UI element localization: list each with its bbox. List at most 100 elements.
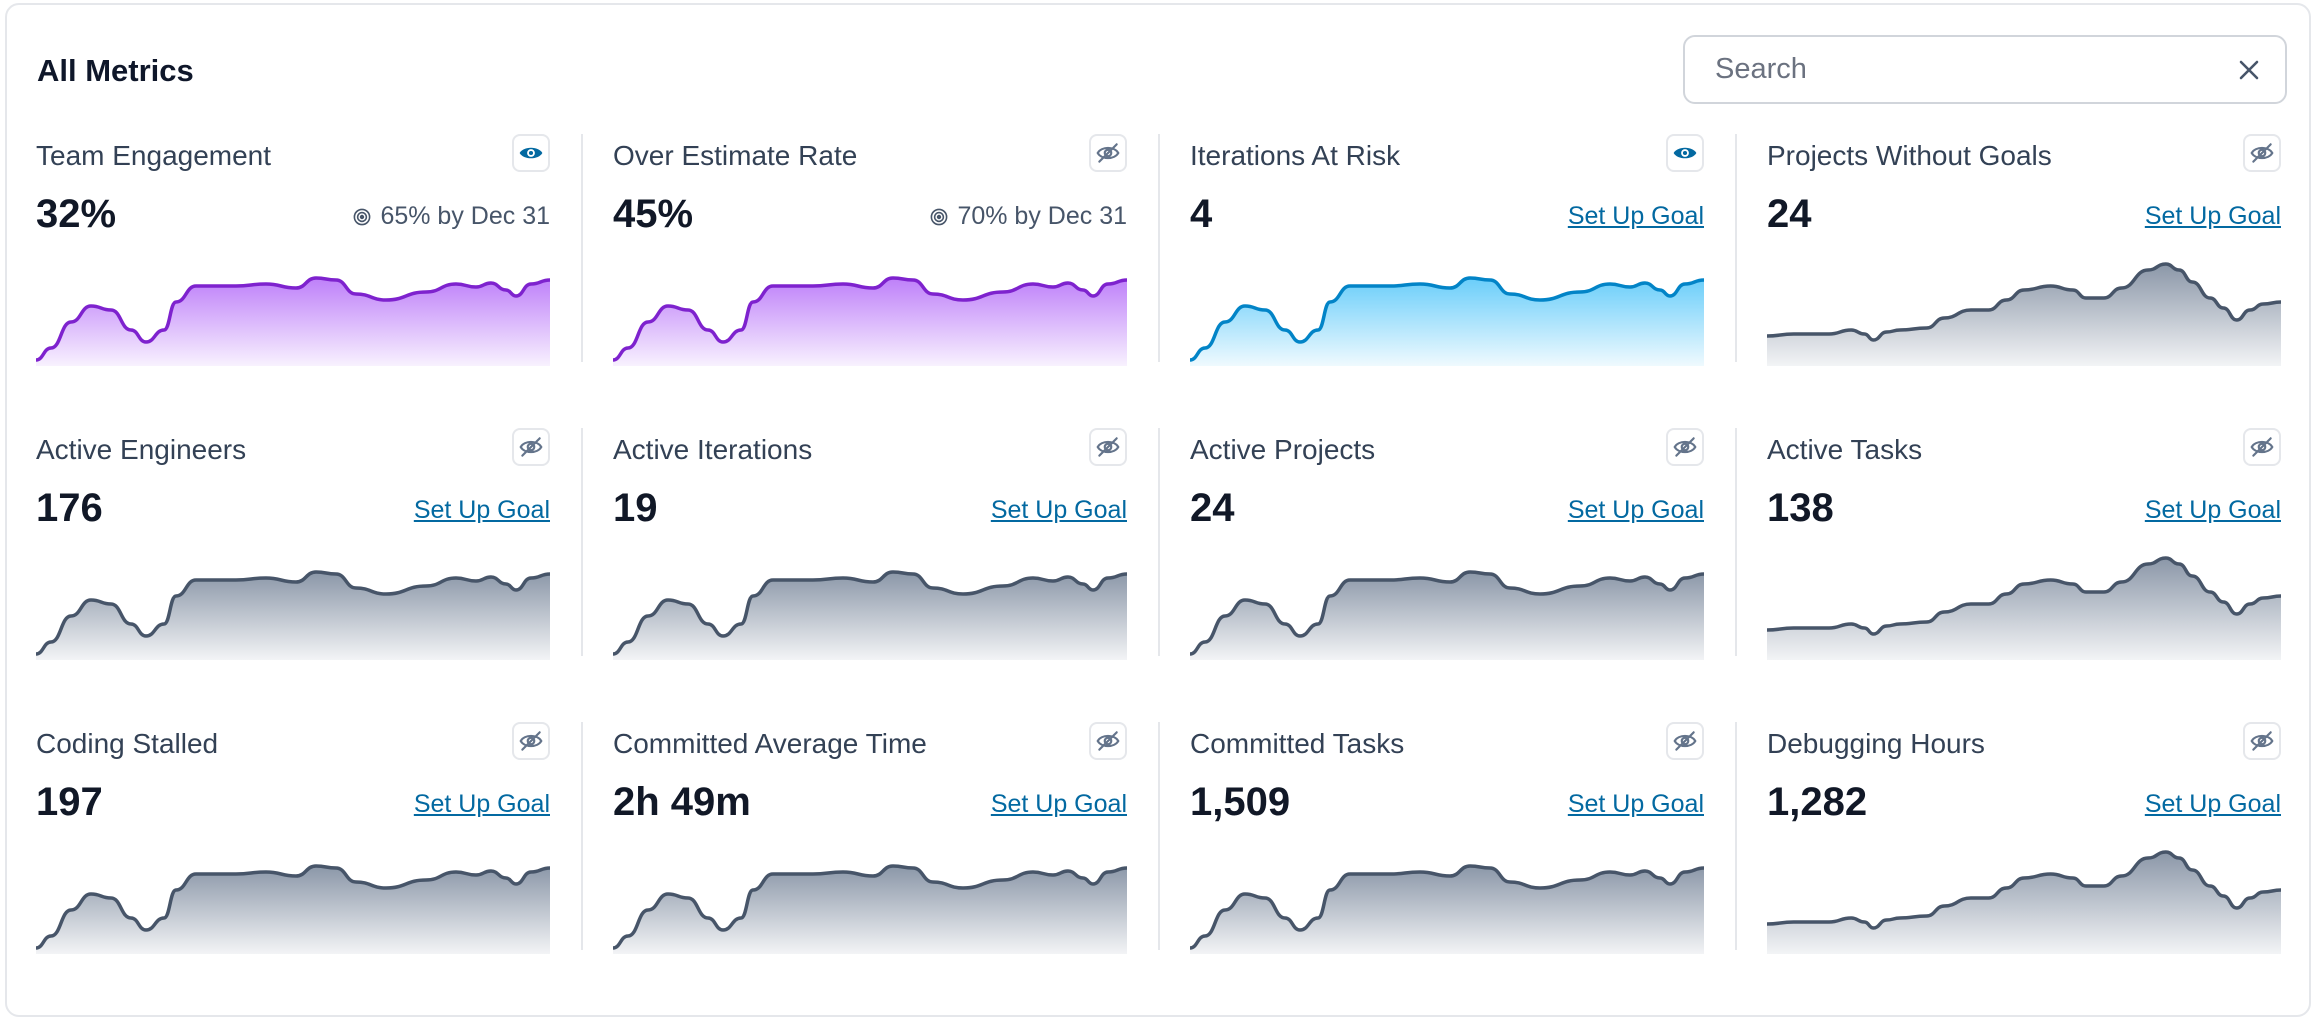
sparkline-line: [612, 276, 1128, 362]
eye-off-icon[interactable]: [1666, 722, 1704, 760]
sparkline-area: [36, 278, 550, 366]
page-title: All Metrics: [37, 53, 194, 88]
sparkline: [612, 864, 1128, 954]
metric-title: Team Engagement: [36, 140, 272, 171]
sparkline: [1189, 570, 1705, 660]
column-divider: [1158, 134, 1160, 362]
set-up-goal-link[interactable]: Set Up Goal: [2144, 496, 2281, 524]
metric-title: Active Engineers: [36, 434, 247, 465]
metric-card[interactable]: Team Engagement 32% 65% by Dec 31: [35, 134, 551, 366]
set-up-goal-link[interactable]: Set Up Goal: [413, 790, 550, 818]
sparkline: [1766, 850, 2282, 954]
eye-off-icon[interactable]: [2243, 428, 2281, 466]
metric-card[interactable]: Active Tasks 138 Set Up Goal: [1766, 428, 2282, 660]
sparkline-area: [1190, 572, 1704, 660]
eye-off-icon[interactable]: [1089, 134, 1127, 172]
sparkline-line: [612, 864, 1128, 950]
sparkline-area: [613, 572, 1127, 660]
metric-value: 2h 49m: [613, 780, 751, 824]
sparkline-area: [36, 866, 550, 954]
set-up-goal-link[interactable]: Set Up Goal: [990, 790, 1127, 818]
metric-card[interactable]: Active Engineers 176 Set Up Goal: [35, 428, 551, 660]
column-divider: [1735, 134, 1737, 362]
sparkline: [1189, 276, 1705, 366]
close-icon[interactable]: [2235, 56, 2263, 84]
metric-value: 24: [1190, 486, 1235, 530]
column-divider: [581, 134, 583, 362]
sparkline: [35, 864, 551, 954]
sparkline-area: [613, 866, 1127, 954]
set-up-goal-link[interactable]: Set Up Goal: [1567, 790, 1704, 818]
search-box[interactable]: [1683, 35, 2287, 104]
eye-off-icon[interactable]: [1089, 722, 1127, 760]
sparkline-line: [1189, 276, 1705, 362]
metric-card[interactable]: Over Estimate Rate 45% 70% by Dec 31: [612, 134, 1128, 366]
sparkline: [35, 570, 551, 660]
metric-value: 197: [36, 780, 103, 824]
column-divider: [581, 722, 583, 950]
set-up-goal-link[interactable]: Set Up Goal: [2144, 202, 2281, 230]
search-input[interactable]: [1715, 53, 2195, 86]
eye-off-icon[interactable]: [2243, 722, 2281, 760]
sparkline-line: [612, 570, 1128, 656]
metric-title: Coding Stalled: [36, 728, 219, 759]
metric-card[interactable]: Committed Average Time 2h 49m Set Up Goal: [612, 722, 1128, 954]
sparkline-area: [1190, 866, 1704, 954]
set-up-goal-link[interactable]: Set Up Goal: [1567, 202, 1704, 230]
metric-card[interactable]: Committed Tasks 1,509 Set Up Goal: [1189, 722, 1705, 954]
metric-value: 32%: [36, 192, 117, 236]
metric-value: 19: [613, 486, 658, 530]
target-icon: [354, 208, 371, 225]
metric-value: 176: [36, 486, 103, 530]
sparkline-area: [1190, 278, 1704, 366]
sparkline: [1189, 864, 1705, 954]
metric-title: Committed Average Time: [613, 728, 927, 759]
eye-off-icon[interactable]: [1666, 428, 1704, 466]
metric-title: Active Tasks: [1767, 434, 1923, 465]
metric-card[interactable]: Iterations At Risk 4 Set Up Goal: [1189, 134, 1705, 366]
metric-value: 45%: [613, 192, 694, 236]
sparkline-area: [1767, 558, 2281, 660]
metric-card[interactable]: Active Iterations 19 Set Up Goal: [612, 428, 1128, 660]
set-up-goal-link[interactable]: Set Up Goal: [1567, 496, 1704, 524]
metric-card[interactable]: Coding Stalled 197 Set Up Goal: [35, 722, 551, 954]
sparkline: [612, 276, 1128, 366]
metric-value: 24: [1767, 192, 1812, 236]
metric-title: Active Iterations: [613, 434, 813, 465]
sparkline: [612, 570, 1128, 660]
goal-text: 70% by Dec 31: [957, 202, 1127, 230]
sparkline-line: [1766, 850, 2282, 930]
metric-card[interactable]: Active Projects 24 Set Up Goal: [1189, 428, 1705, 660]
metric-card[interactable]: Debugging Hours 1,282 Set Up Goal: [1766, 722, 2282, 954]
set-up-goal-link[interactable]: Set Up Goal: [413, 496, 550, 524]
sparkline: [35, 276, 551, 366]
metric-value: 1,509: [1190, 780, 1291, 824]
metric-title: Projects Without Goals: [1767, 140, 2052, 171]
metric-value: 1,282: [1767, 780, 1868, 824]
eye-icon[interactable]: [1666, 134, 1704, 172]
sparkline-area: [36, 572, 550, 660]
column-divider: [1735, 722, 1737, 950]
eye-off-icon[interactable]: [512, 428, 550, 466]
sparkline-line: [1189, 864, 1705, 950]
column-divider: [1735, 428, 1737, 656]
column-divider: [1158, 722, 1160, 950]
sparkline-line: [1766, 262, 2282, 342]
metric-value: 138: [1767, 486, 1834, 530]
column-divider: [581, 428, 583, 656]
metric-card[interactable]: Projects Without Goals 24 Set Up Goal: [1766, 134, 2282, 366]
sparkline-line: [35, 864, 551, 950]
sparkline: [1766, 262, 2282, 366]
metric-title: Debugging Hours: [1767, 728, 1985, 759]
eye-off-icon[interactable]: [2243, 134, 2281, 172]
set-up-goal-link[interactable]: Set Up Goal: [2144, 790, 2281, 818]
eye-icon[interactable]: [512, 134, 550, 172]
sparkline-line: [35, 570, 551, 656]
sparkline-area: [613, 278, 1127, 366]
metric-title: Committed Tasks: [1190, 728, 1405, 759]
metric-title: Over Estimate Rate: [613, 140, 858, 171]
set-up-goal-link[interactable]: Set Up Goal: [990, 496, 1127, 524]
eye-off-icon[interactable]: [1089, 428, 1127, 466]
eye-off-icon[interactable]: [512, 722, 550, 760]
sparkline-area: [1767, 852, 2281, 954]
